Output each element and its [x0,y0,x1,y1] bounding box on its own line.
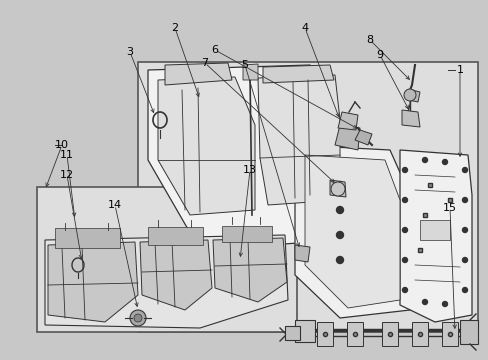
Polygon shape [329,180,346,197]
Circle shape [462,198,467,202]
Circle shape [336,256,343,264]
Polygon shape [158,77,254,215]
Text: 13: 13 [243,165,257,175]
Polygon shape [346,322,362,346]
Polygon shape [381,322,397,346]
Bar [55,228,120,248]
Circle shape [462,228,467,233]
Polygon shape [411,322,427,346]
Bar [138,62,477,332]
Polygon shape [213,238,286,302]
Polygon shape [407,90,419,102]
Polygon shape [399,150,471,322]
Circle shape [336,181,343,189]
Text: 4: 4 [301,23,308,33]
Circle shape [403,89,415,101]
Circle shape [402,198,407,202]
Circle shape [462,288,467,292]
Polygon shape [316,322,332,346]
Polygon shape [401,110,419,127]
Polygon shape [258,75,339,205]
Circle shape [402,257,407,262]
Bar [148,227,203,245]
Text: 6: 6 [211,45,218,55]
Bar [222,226,271,242]
Text: 10: 10 [55,140,69,150]
Polygon shape [354,130,371,145]
Polygon shape [441,322,457,346]
Polygon shape [294,145,409,318]
Polygon shape [294,245,309,262]
Text: 3: 3 [126,47,133,57]
Circle shape [330,182,345,196]
Polygon shape [148,65,339,250]
Circle shape [336,231,343,239]
Circle shape [402,288,407,292]
Circle shape [462,257,467,262]
Polygon shape [45,235,287,328]
Text: 2: 2 [171,23,178,33]
Polygon shape [294,320,314,342]
Bar [419,220,449,240]
Polygon shape [459,320,477,344]
Circle shape [134,314,142,322]
Polygon shape [140,240,212,310]
Text: 8: 8 [366,35,373,45]
Circle shape [402,167,407,172]
Circle shape [442,159,447,165]
Circle shape [442,302,447,306]
Polygon shape [263,65,333,83]
Circle shape [422,158,427,162]
Text: 11: 11 [60,150,74,160]
Text: 1: 1 [456,65,463,75]
Text: 12: 12 [60,170,74,180]
Polygon shape [305,155,399,308]
Text: 7: 7 [201,58,208,68]
Polygon shape [243,64,258,80]
Polygon shape [334,125,359,150]
Circle shape [402,228,407,233]
Text: 14: 14 [108,200,122,210]
Circle shape [130,310,146,326]
Bar [37,187,296,332]
Text: 15: 15 [442,203,456,213]
Polygon shape [285,326,299,340]
Text: 5: 5 [241,60,248,70]
Circle shape [422,300,427,305]
Text: 9: 9 [376,50,383,60]
Polygon shape [164,63,231,85]
Circle shape [336,207,343,213]
Circle shape [462,167,467,172]
Polygon shape [337,112,357,130]
Polygon shape [48,242,138,322]
